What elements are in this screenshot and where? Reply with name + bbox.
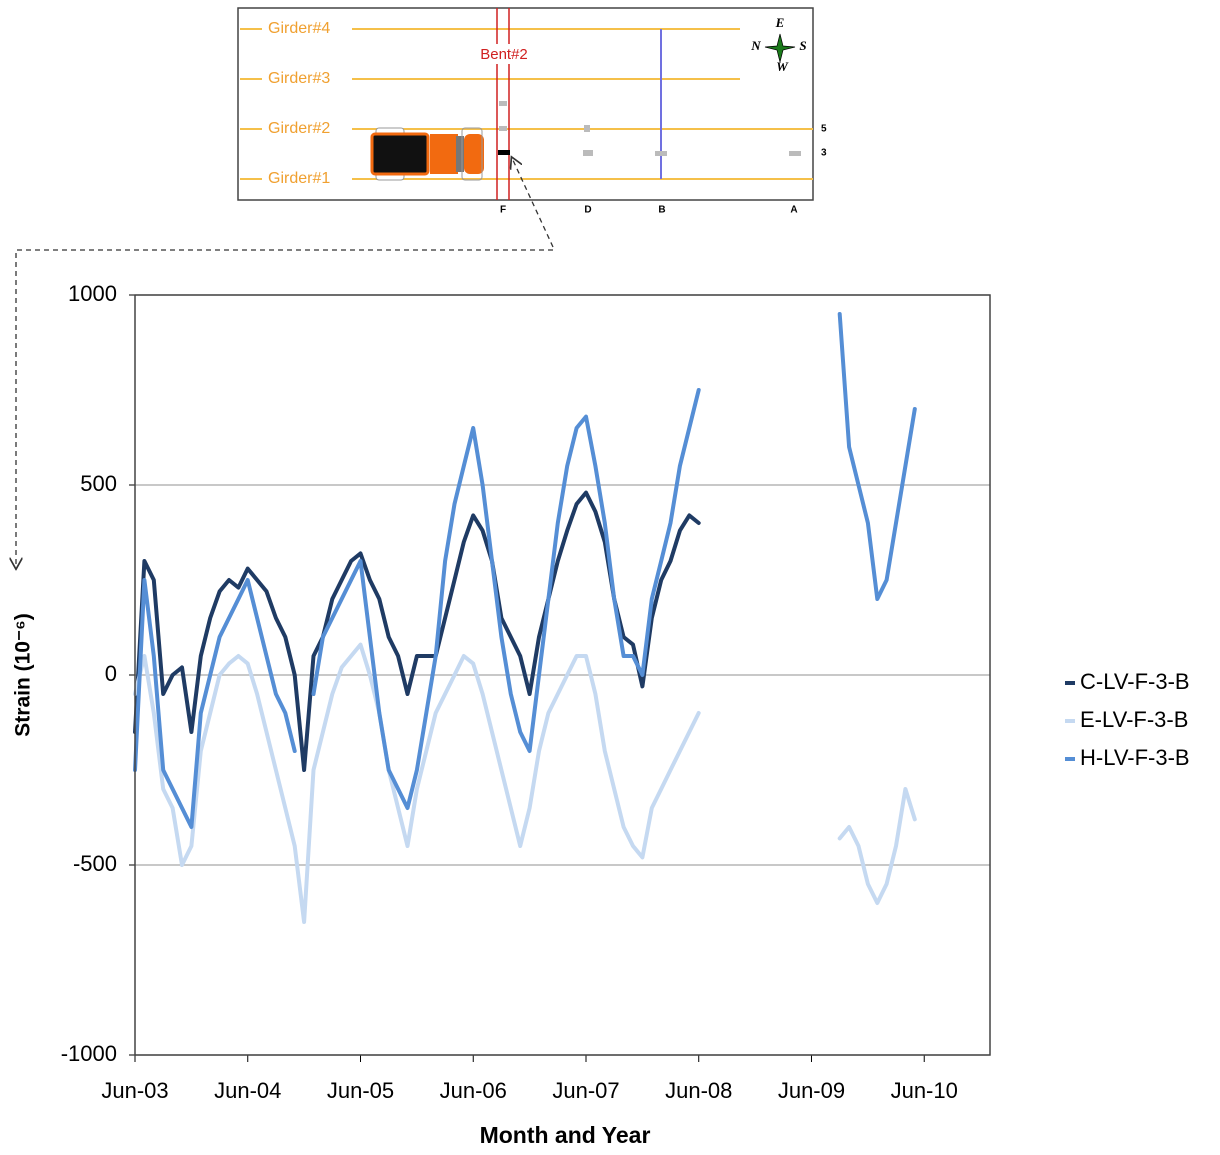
inset-frame [237,7,814,201]
compass-label: S [799,38,806,53]
x-tick-label: Jun-10 [891,1078,958,1103]
y-tick-label: 1000 [68,281,117,306]
y-tick-label: 500 [80,471,117,496]
y-tick-label: -500 [73,851,117,876]
girder-label: Girder#4 [268,20,330,37]
x-tick-label: Jun-08 [665,1078,732,1103]
x-tick-label: Jun-06 [440,1078,507,1103]
level-label: 3 [821,148,827,159]
series-line [133,642,917,924]
compass-label: N [750,38,761,53]
section-label: D [584,205,591,216]
level-label: 5 [821,124,827,135]
series-line [133,490,701,772]
y-axis-label: Strain (10⁻⁶) [12,613,35,736]
x-tick-label: Jun-04 [214,1078,281,1103]
girder-label: Girder#1 [268,170,330,187]
compass-label: E [775,15,785,30]
series-line [133,312,917,829]
x-axis-label: Month and Year [480,1122,651,1148]
x-tick-label: Jun-07 [552,1078,619,1103]
section-label: F [500,205,506,216]
girder-label: Girder#2 [268,120,330,137]
bent-label: Bent#2 [480,46,528,63]
pointer-arrow [512,158,554,248]
y-tick-label: 0 [105,661,117,686]
bent-bg [470,44,538,64]
section-label: A [790,205,797,216]
compass: E N S W [750,15,806,74]
section-label: B [658,205,665,216]
x-tick-label: Jun-09 [778,1078,845,1103]
legend-label: E-LV-F-3-B [1080,707,1188,732]
truck [370,127,484,181]
girder-lines [240,28,813,180]
x-tick-label: Jun-03 [101,1078,168,1103]
inset-diagram: Girder#4 Girder#3 Girder#2 Girder#1 Bent… [16,7,827,568]
sensors [498,101,801,156]
x-tick-label: Jun-05 [327,1078,394,1103]
y-tick-label: -1000 [61,1041,117,1066]
plot-frame [134,294,991,1056]
compass-label: W [776,59,789,74]
girder-label: Girder#3 [268,70,330,87]
pointer-arrow [16,249,553,568]
legend-label: C-LV-F-3-B [1080,669,1190,694]
legend-label: H-LV-F-3-B [1080,745,1190,770]
